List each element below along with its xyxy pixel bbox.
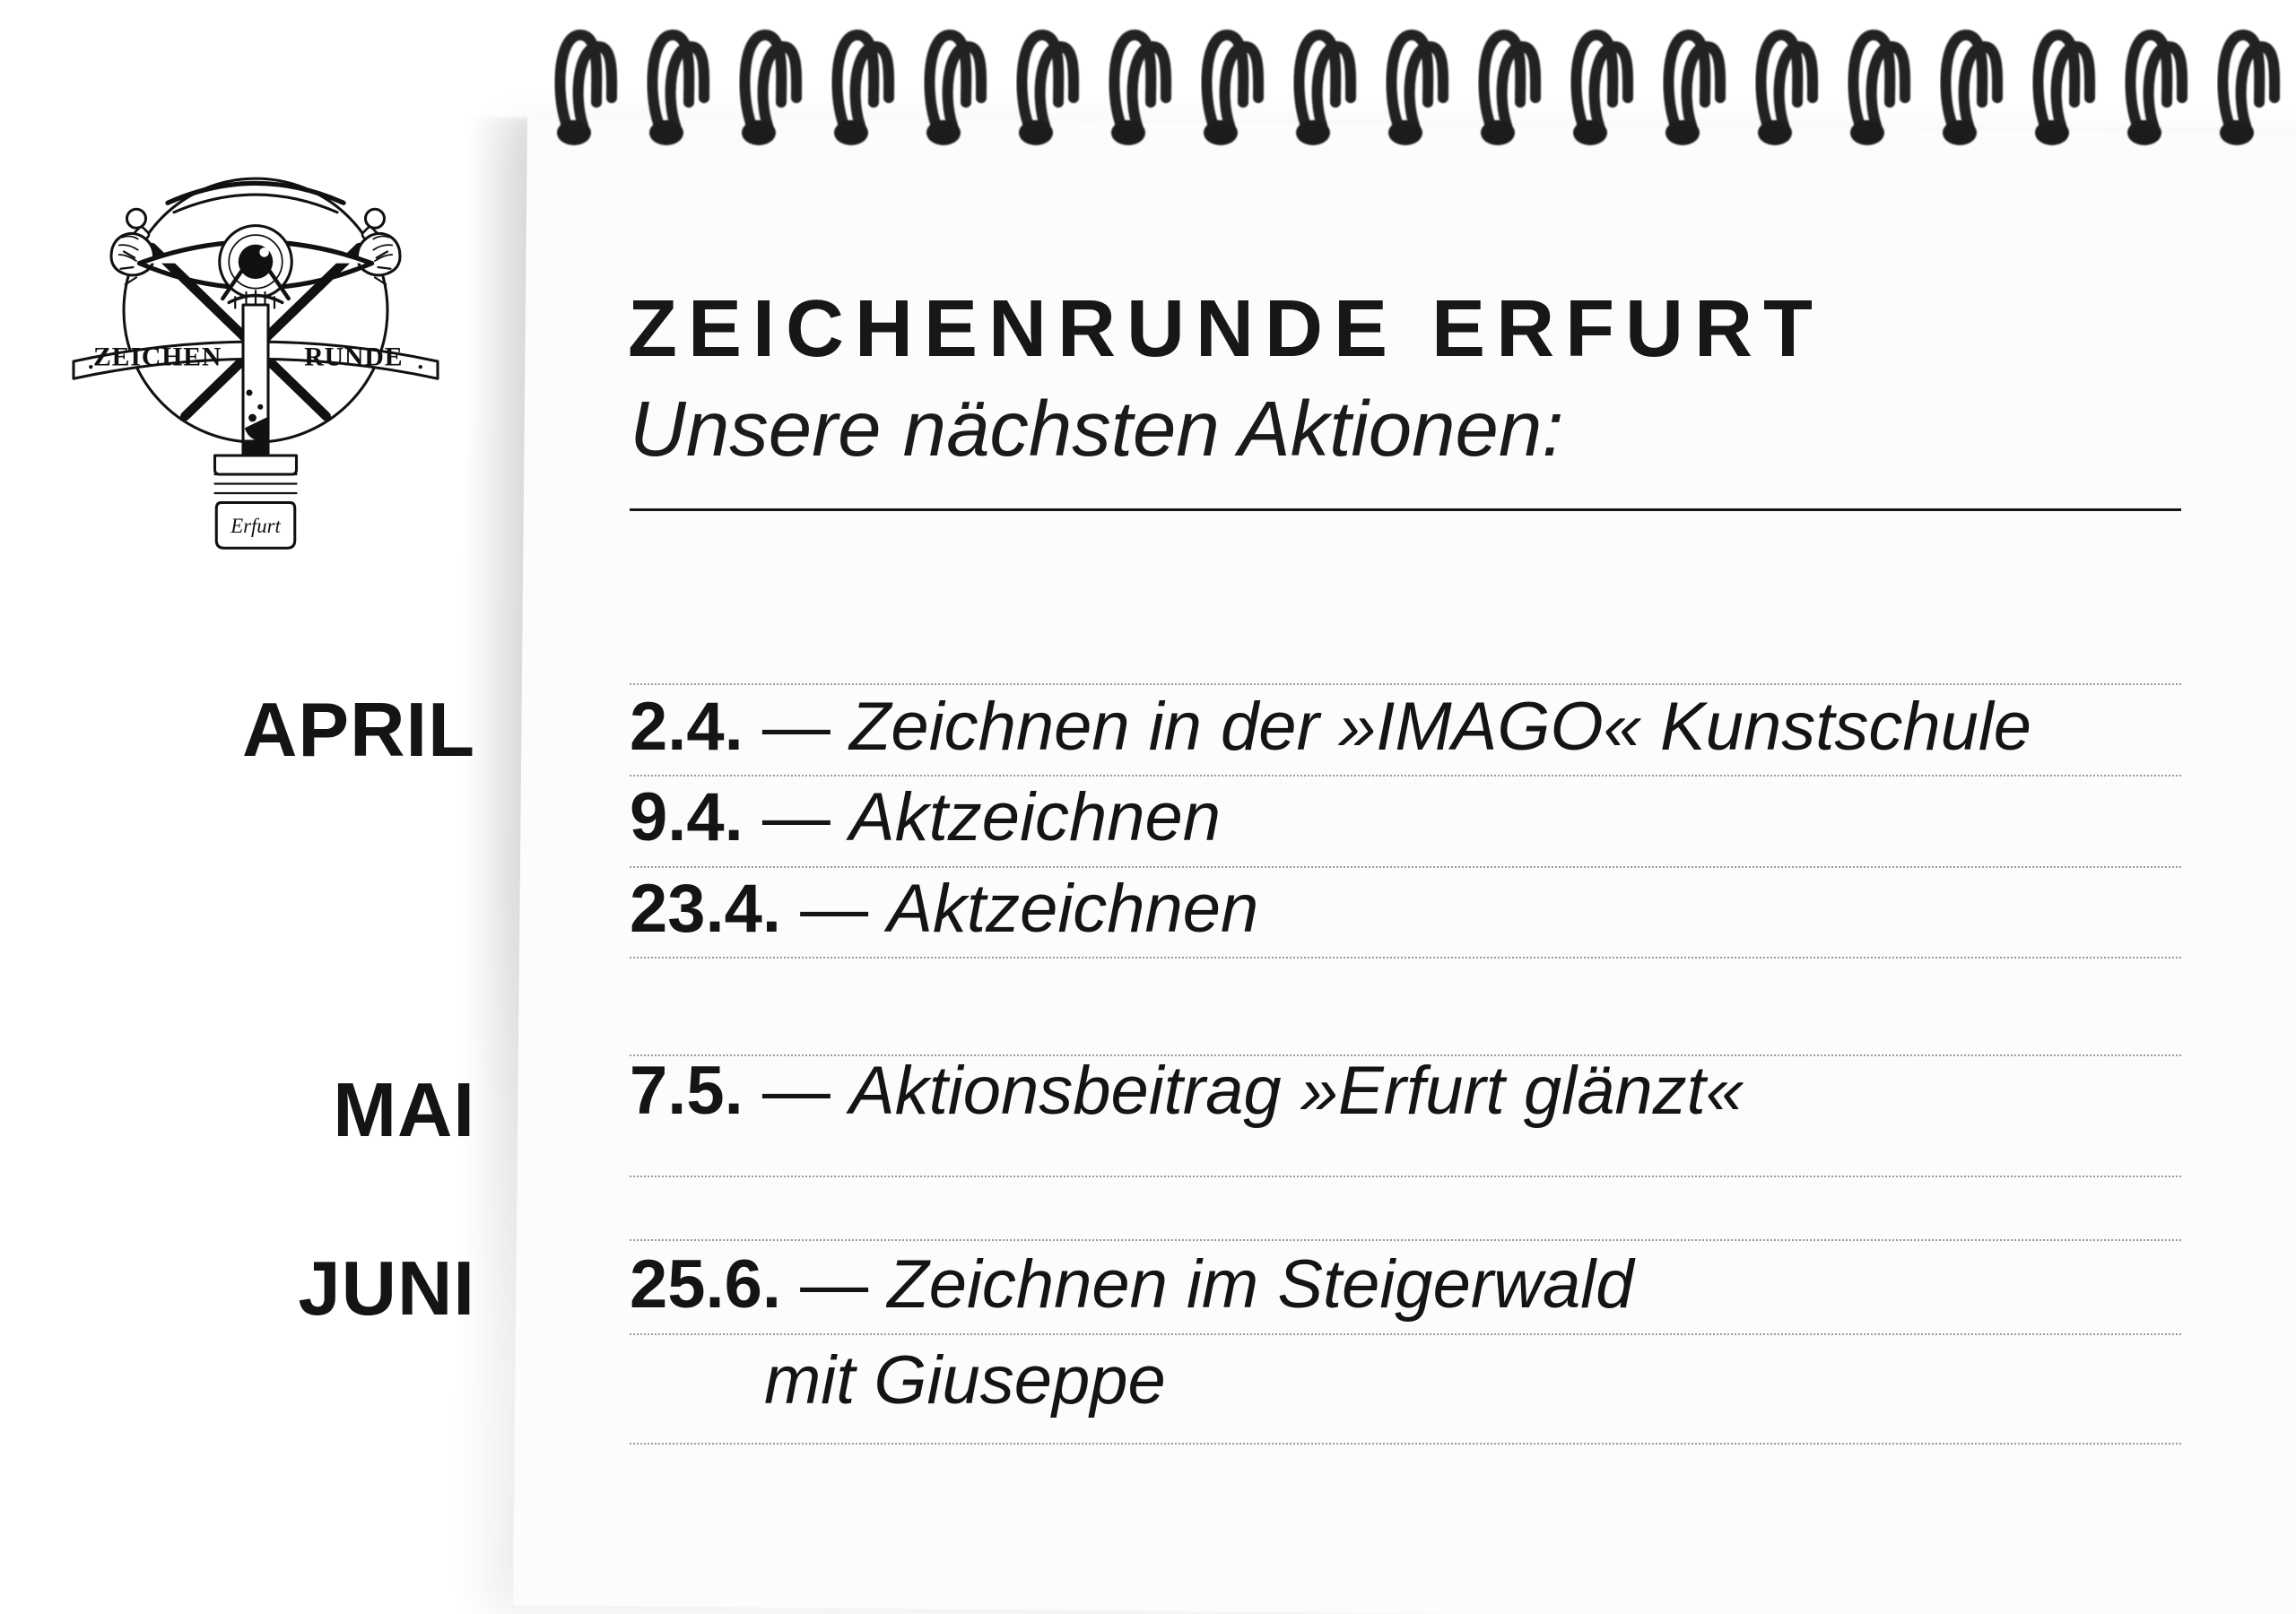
svg-text:ZEICHEN: ZEICHEN bbox=[93, 342, 222, 371]
svg-text:Erfurt: Erfurt bbox=[230, 515, 281, 537]
svg-text:RUNDE: RUNDE bbox=[304, 342, 403, 371]
